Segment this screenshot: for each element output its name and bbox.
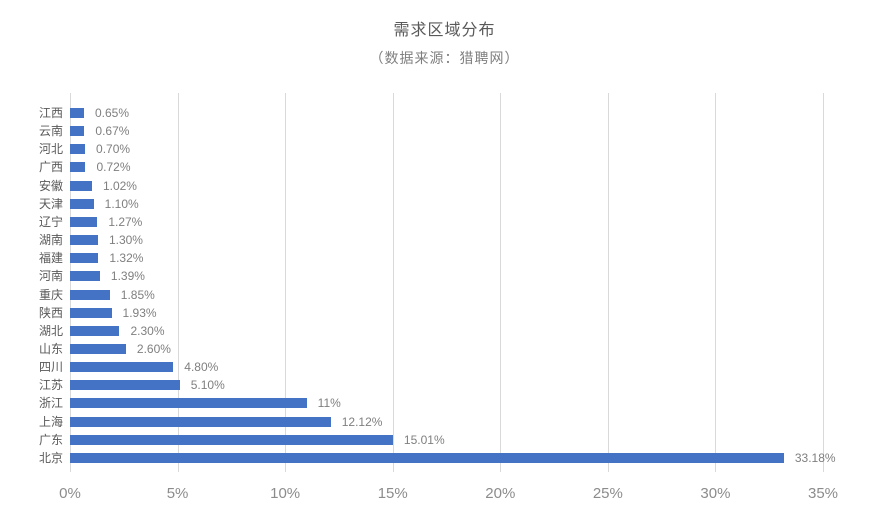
gridline [823, 93, 824, 472]
value-label: 12.12% [341, 414, 383, 429]
value-label: 0.67% [95, 124, 130, 139]
bar-浙江 [70, 398, 307, 409]
category-label: 湖南 [38, 233, 63, 248]
value-label: 11% [317, 396, 341, 411]
category-label: 广东 [38, 432, 63, 447]
value-label: 1.10% [104, 196, 139, 211]
bar-云南 [70, 126, 85, 137]
gridline [607, 93, 609, 472]
value-label: 5.10% [190, 378, 225, 393]
x-axis-tick-label: 20% [485, 485, 516, 502]
value-label: 0.65% [94, 106, 129, 120]
value-label: 15.01% [403, 432, 445, 447]
category-label: 四川 [38, 360, 63, 375]
category-label: 天津 [38, 196, 63, 211]
gridline [392, 93, 394, 472]
value-label: 0.72% [96, 160, 131, 175]
bar-江西 [70, 108, 84, 118]
value-label: 33.18% [794, 450, 836, 465]
category-label: 辽宁 [38, 214, 63, 229]
category-label: 河南 [38, 269, 63, 284]
category-label: 湖北 [38, 323, 63, 338]
bar-山东 [70, 343, 126, 354]
category-label: 陕西 [38, 305, 63, 320]
value-label: 1.85% [120, 287, 155, 302]
category-label: 江西 [38, 106, 63, 120]
bar-福建 [70, 253, 99, 264]
value-label: 2.30% [130, 323, 165, 338]
value-label: 4.80% [184, 360, 219, 375]
bar-广西 [70, 162, 86, 173]
bar-河北 [70, 144, 86, 155]
chart-subtitle: （数据来源：猎聘网） [369, 50, 520, 66]
value-label: 1.27% [108, 214, 143, 229]
bar-上海 [70, 416, 331, 427]
category-label: 山东 [38, 341, 63, 356]
gridline [70, 93, 71, 472]
category-label: 江苏 [38, 378, 63, 393]
value-label: 1.02% [102, 178, 137, 193]
value-label: 2.60% [136, 341, 171, 356]
bar-河南 [70, 271, 100, 282]
bar-天津 [70, 198, 94, 209]
bar-湖南 [70, 235, 98, 246]
bar-江苏 [70, 380, 180, 391]
bar-安徽 [70, 180, 92, 191]
x-axis-tick-label: 5% [166, 485, 189, 502]
value-label: 1.32% [109, 251, 144, 266]
category-label: 福建 [38, 251, 63, 266]
bar-广东 [70, 434, 393, 445]
chart-title: 需求区域分布 [393, 22, 496, 39]
x-axis-tick-label: 10% [270, 485, 301, 502]
x-axis-tick-label: 0% [59, 485, 81, 502]
x-axis-tick-label: 30% [700, 485, 731, 502]
x-axis-tick-label: 25% [592, 485, 623, 502]
plot-area: 0.65% 0.67% 0.70% 0.72% 1.02% 1.10% 1.27% 1.30%… [70, 93, 836, 472]
gridline [715, 93, 717, 472]
category-label: 重庆 [38, 287, 63, 302]
category-label: 北京 [38, 450, 63, 465]
gridline [177, 93, 179, 472]
bar-湖北 [70, 325, 120, 336]
category-label: 安徽 [38, 178, 63, 193]
value-label: 1.30% [108, 233, 143, 248]
category-label: 浙江 [38, 396, 63, 411]
gridline [500, 93, 502, 472]
value-label: 0.70% [96, 142, 131, 157]
value-label: 1.93% [122, 305, 157, 320]
category-label: 云南 [38, 124, 63, 139]
x-axis-tick-label: 15% [377, 485, 408, 502]
category-label: 河北 [38, 142, 63, 157]
x-axis-tick-label: 35% [807, 485, 839, 502]
category-label: 上海 [38, 414, 63, 429]
bar-四川 [70, 362, 174, 373]
bar-北京 [70, 452, 784, 463]
gridline [285, 93, 287, 472]
bar-辽宁 [70, 216, 98, 227]
bar-重庆 [70, 289, 110, 300]
bar-陕西 [70, 307, 112, 318]
value-label: 1.39% [110, 269, 145, 284]
category-label: 广西 [38, 160, 63, 175]
